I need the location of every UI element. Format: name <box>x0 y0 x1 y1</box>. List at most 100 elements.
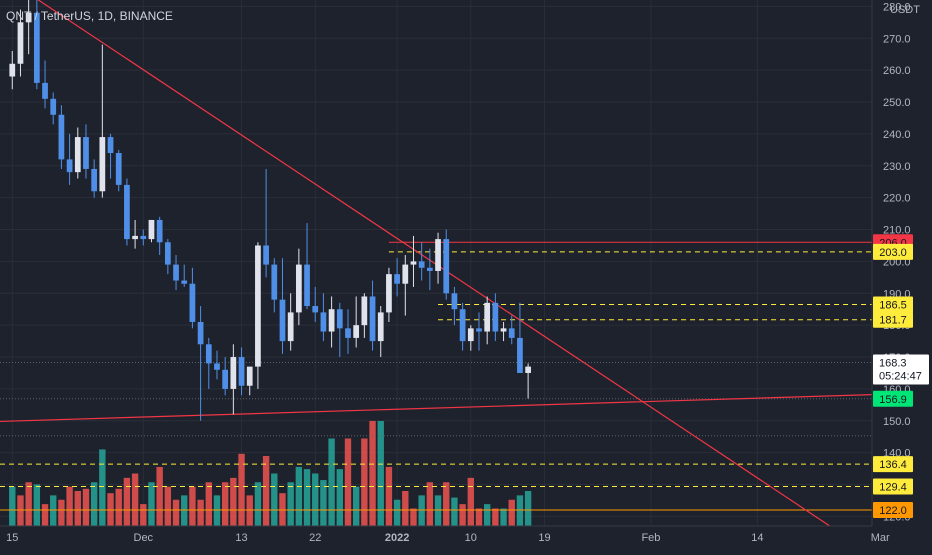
time-axis-ticks: 15 Dec 13 22 2022 10 19 Feb 14 Mar <box>6 532 890 544</box>
volume-bar <box>508 499 515 526</box>
volume-bar <box>475 508 483 526</box>
current-price-bg <box>873 354 929 385</box>
volume-bar <box>483 504 491 526</box>
volume-bar <box>140 504 147 526</box>
volume-bar <box>271 473 278 526</box>
candle-body <box>345 328 351 338</box>
candle-body <box>353 325 360 338</box>
level-badge-label: 181.7 <box>879 315 907 327</box>
candle-body <box>115 153 122 185</box>
candle-body <box>320 312 327 332</box>
volume-bar <box>524 491 532 526</box>
candle-body <box>402 264 409 284</box>
candles <box>9 0 531 421</box>
volume-bar <box>246 495 253 526</box>
candle-body <box>476 328 482 332</box>
volume-bar <box>41 504 49 526</box>
candle-body <box>410 261 417 265</box>
candle-body <box>124 184 130 240</box>
price-tick-label: 210.0 <box>883 225 911 237</box>
candle-body <box>435 239 441 271</box>
volume-bar <box>131 473 139 526</box>
grid <box>0 0 872 526</box>
volume-bar <box>385 466 393 526</box>
time-axis-panel[interactable] <box>0 526 932 550</box>
time-tick-label: Feb <box>641 532 660 544</box>
candle-body <box>173 264 179 281</box>
level-badge-bg <box>873 243 913 260</box>
volume-bar <box>328 438 335 526</box>
symbol-title: QNT / TetherUS, 1D, BINANCE <box>6 9 173 23</box>
candle-body <box>99 137 106 192</box>
volume-bar <box>58 499 65 526</box>
time-tick-label: 14 <box>751 532 763 544</box>
candle-body <box>9 63 16 77</box>
candle-body <box>17 22 24 64</box>
candle-body <box>58 114 65 160</box>
level-badge-label: 129.4 <box>879 481 907 493</box>
candle-body <box>164 242 171 265</box>
candle-body <box>508 328 515 338</box>
candle-body <box>74 137 81 173</box>
candle-body <box>525 366 531 373</box>
price-tick-label: 220.0 <box>883 193 911 205</box>
volume-bar <box>287 482 294 526</box>
volume-bar <box>74 491 81 526</box>
candle-body <box>107 137 114 154</box>
candle-body <box>33 12 40 83</box>
level-badge-label: 186.5 <box>879 299 907 311</box>
volume-bar <box>66 486 73 526</box>
time-tick-label: 13 <box>235 532 247 544</box>
candle-body <box>492 302 499 332</box>
candle-body <box>426 267 433 271</box>
time-tick-label: 22 <box>309 532 321 544</box>
candle-body <box>287 312 294 342</box>
candle-body <box>222 369 229 389</box>
volume-bars <box>9 421 532 526</box>
level-badge-bg <box>873 502 913 519</box>
volume-bar <box>336 469 343 526</box>
candle-body <box>484 302 491 332</box>
candle-body <box>369 296 376 342</box>
price-tick-label: 270.0 <box>883 33 911 45</box>
volume-bar <box>50 495 57 526</box>
volume-bar <box>25 482 32 526</box>
volume-bar <box>303 469 311 526</box>
volume-bar <box>467 477 474 526</box>
volume-bar <box>492 508 499 526</box>
support-badge-bg <box>873 390 913 407</box>
candle-body <box>132 235 138 240</box>
candle-body <box>394 274 400 284</box>
volume-bar <box>156 466 163 526</box>
candle-body <box>156 219 163 243</box>
candle-body <box>295 264 302 313</box>
volume-bar <box>164 486 172 526</box>
price-badges: 206.0203.0186.5181.7136.4129.4122.0156.9… <box>873 234 929 519</box>
volume-bar <box>99 449 106 526</box>
candle-body <box>246 366 253 386</box>
candle-body <box>443 239 450 294</box>
volume-bar <box>205 482 212 526</box>
currency-label: USDT <box>890 4 920 16</box>
volume-bar <box>238 453 245 526</box>
volume-bar <box>148 482 155 526</box>
volume-bar <box>320 480 327 526</box>
volume-bar <box>369 421 376 526</box>
time-tick-label: 19 <box>538 532 550 544</box>
level-badge-bg <box>873 478 913 495</box>
candle-body <box>377 312 384 342</box>
volume-bar <box>451 497 458 526</box>
volume-bar <box>254 482 262 526</box>
volume-bar <box>230 477 237 526</box>
volume-bar <box>172 499 180 526</box>
candle-body <box>386 274 392 313</box>
candle-body <box>279 299 286 342</box>
volume-bar <box>459 504 466 526</box>
price-axis-panel[interactable] <box>872 0 932 526</box>
volume-bar <box>516 495 524 526</box>
level-badge-bg <box>873 296 913 313</box>
candle-body <box>361 296 368 326</box>
candle-body <box>91 168 98 192</box>
